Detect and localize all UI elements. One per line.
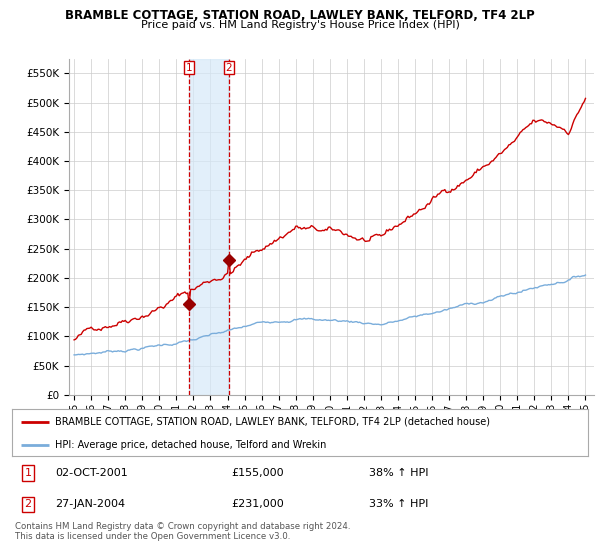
Text: 1: 1 xyxy=(186,63,193,73)
Text: £155,000: £155,000 xyxy=(231,468,284,478)
Text: HPI: Average price, detached house, Telford and Wrekin: HPI: Average price, detached house, Telf… xyxy=(55,440,326,450)
Text: 27-JAN-2004: 27-JAN-2004 xyxy=(55,500,125,510)
Text: 38% ↑ HPI: 38% ↑ HPI xyxy=(369,468,428,478)
Text: BRAMBLE COTTAGE, STATION ROAD, LAWLEY BANK, TELFORD, TF4 2LP (detached house): BRAMBLE COTTAGE, STATION ROAD, LAWLEY BA… xyxy=(55,417,490,427)
Text: 1: 1 xyxy=(25,468,32,478)
Text: 2: 2 xyxy=(226,63,232,73)
Text: 02-OCT-2001: 02-OCT-2001 xyxy=(55,468,128,478)
Text: Price paid vs. HM Land Registry's House Price Index (HPI): Price paid vs. HM Land Registry's House … xyxy=(140,20,460,30)
Text: 33% ↑ HPI: 33% ↑ HPI xyxy=(369,500,428,510)
Text: 2: 2 xyxy=(25,500,32,510)
Text: £231,000: £231,000 xyxy=(231,500,284,510)
Bar xyxy=(189,59,229,395)
Text: Contains HM Land Registry data © Crown copyright and database right 2024.
This d: Contains HM Land Registry data © Crown c… xyxy=(15,522,350,542)
Text: BRAMBLE COTTAGE, STATION ROAD, LAWLEY BANK, TELFORD, TF4 2LP: BRAMBLE COTTAGE, STATION ROAD, LAWLEY BA… xyxy=(65,9,535,22)
